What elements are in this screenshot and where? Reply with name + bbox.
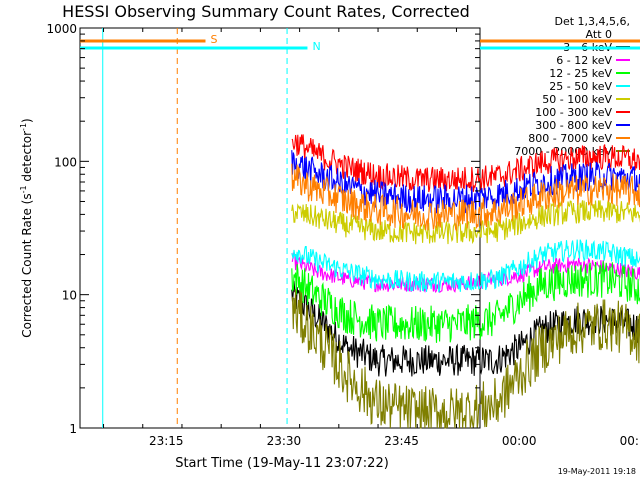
- series-line: [291, 199, 640, 245]
- series-line: [291, 280, 640, 377]
- legend-label: 6 - 12 keV: [556, 54, 612, 67]
- legend-header-line2: Att 0: [586, 28, 612, 41]
- legend-label: 7000 - 20000 keV: [514, 145, 612, 158]
- legend: Det 1,3,4,5,6, Att 0 3 - 6 keV6 - 12 keV…: [514, 15, 630, 158]
- flag-label-S: S: [210, 33, 217, 46]
- legend-label: 800 - 7000 keV: [528, 132, 612, 145]
- x-axis-label: Start Time (19-May-11 23:07:22): [175, 456, 389, 471]
- x-tick-label: 23:30: [267, 434, 302, 448]
- legend-label: 100 - 300 keV: [535, 106, 612, 119]
- y-axis: Corrected Count Rate (s-1 detector-1) 1 1…: [19, 22, 480, 436]
- series-line: [291, 163, 640, 232]
- x-tick-label: 23:45: [384, 434, 419, 448]
- plot-area: SN: [79, 27, 640, 429]
- chart-title: HESSI Observing Summary Count Rates, Cor…: [62, 2, 470, 21]
- x-tick-label: 00:15: [620, 434, 640, 448]
- x-tick-label: 23:15: [149, 434, 184, 448]
- flag-label-N: N: [312, 40, 320, 53]
- y-tick-label: 100: [54, 155, 77, 169]
- y-axis-label: Corrected Count Rate (s-1 detector-1): [19, 118, 34, 337]
- series-line: [291, 239, 640, 293]
- x-axis: Start Time (19-May-11 23:07:22) 23:15 23:…: [103, 28, 640, 471]
- y-tick-label: 1: [69, 422, 77, 436]
- series-line: [291, 289, 640, 429]
- legend-header-line1: Det 1,3,4,5,6,: [554, 15, 630, 28]
- legend-label: 12 - 25 keV: [549, 67, 612, 80]
- legend-label: 50 - 100 keV: [542, 93, 612, 106]
- y-tick-label: 10: [62, 289, 77, 303]
- footer-date: 19-May-2011 19:18: [558, 467, 636, 476]
- series-line: [291, 261, 640, 343]
- legend-label: 300 - 800 keV: [535, 119, 612, 132]
- series-line: [291, 150, 640, 214]
- x-tick-label: 00:00: [502, 434, 537, 448]
- series-line: [291, 134, 640, 193]
- legend-label: 25 - 50 keV: [549, 80, 612, 93]
- y-tick-label: 1000: [46, 22, 77, 36]
- series-line: [291, 252, 640, 294]
